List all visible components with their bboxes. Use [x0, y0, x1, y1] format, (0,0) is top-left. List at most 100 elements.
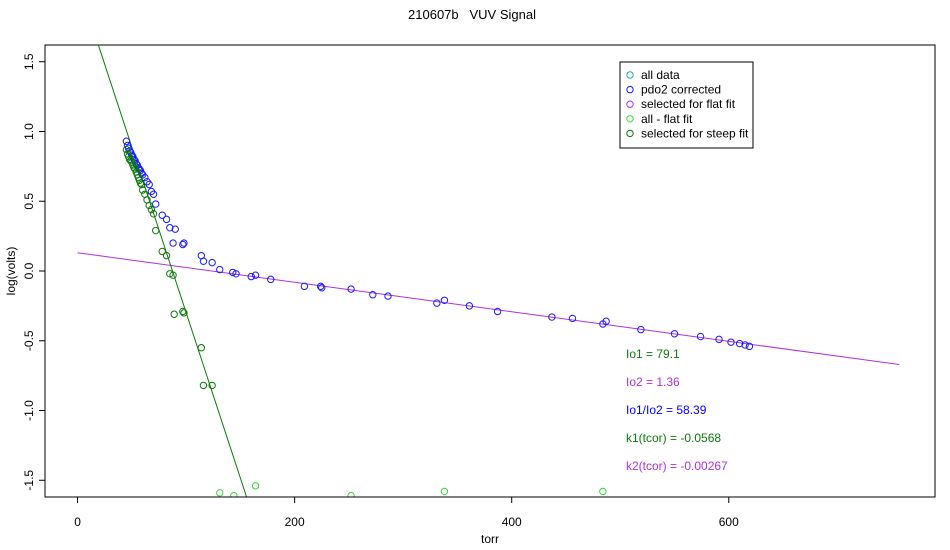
legend-label: selected for flat fit: [641, 97, 736, 111]
residual-point: [599, 487, 607, 496]
pdo2-point: [128, 151, 136, 159]
annotation-k1: k1(tcor) = -0.0568: [626, 431, 721, 445]
steep-fit-point: [127, 157, 135, 165]
flat-fit-point: [715, 335, 723, 344]
steep-fit-point: [162, 251, 171, 260]
y-axis-label: log(volts): [4, 247, 18, 296]
pdo2-point: [179, 240, 187, 249]
steep-fit-point: [122, 145, 131, 154]
fit-line-steep: [97, 45, 248, 497]
flat-fit-point: [433, 299, 441, 307]
x-tick-label: 0: [74, 515, 81, 529]
pdo2-point: [149, 190, 158, 198]
flat-fit-point: [602, 317, 610, 325]
fit-line-flat: [77, 252, 900, 365]
flat-fit-point: [735, 339, 744, 348]
residual-point: [230, 491, 238, 497]
plot-frame: [44, 44, 936, 498]
steep-fit-point: [170, 310, 178, 318]
pdo2-point: [180, 239, 188, 247]
x-tick-label: 200: [285, 515, 305, 529]
flat-fit-point: [465, 302, 474, 310]
flat-fit-point: [247, 272, 255, 281]
flat-fit-point: [745, 342, 754, 351]
flat-fit-point: [229, 268, 237, 277]
steep-fit-point: [145, 201, 153, 210]
x-tick-label: 400: [502, 515, 522, 529]
y-tick-label: -0.5: [22, 330, 36, 351]
flat-fit-point: [440, 296, 449, 304]
flat-fit-point: [670, 330, 679, 338]
steep-fit-point: [152, 226, 160, 235]
steep-fit-point: [138, 186, 147, 194]
legend-marker: [626, 71, 634, 79]
legend-marker: [626, 85, 634, 94]
legend-label: all data: [641, 68, 680, 82]
flat-fit-point: [318, 284, 326, 292]
steep-fit-point: [136, 179, 145, 187]
flat-fit-point: [696, 332, 705, 341]
flat-fit-point: [232, 270, 240, 278]
y-tick-label: 1.0: [22, 123, 36, 140]
pdo2-point: [162, 215, 171, 224]
residual-point: [251, 482, 260, 490]
flat-fit-point: [300, 282, 309, 291]
steep-fit-point: [169, 271, 177, 279]
pdo2-point: [208, 258, 216, 267]
flat-fit-point: [369, 291, 377, 299]
residual-point: [440, 487, 449, 496]
annotation-io2: Io2 = 1.36: [626, 375, 680, 389]
steep-fit-point: [149, 210, 158, 218]
fit-annotations: Io1 = 79.1 Io2 = 1.36 Io1/Io2 = 58.39 k1(tc…: [626, 347, 728, 473]
pdo2-point: [152, 200, 160, 208]
steep-fit-point: [130, 164, 138, 172]
annotation-ratio: Io1/Io2 = 58.39: [626, 403, 707, 417]
plot-area: [77, 45, 900, 497]
legend-marker: [626, 129, 634, 138]
steep-fit-point: [137, 180, 146, 189]
pdo2-point: [145, 180, 153, 189]
flat-fit-point: [548, 313, 556, 321]
steep-fit-point: [147, 205, 156, 214]
flat-fit-point: [384, 292, 392, 300]
pdo2-point: [199, 257, 208, 265]
pdo2-point: [158, 211, 166, 219]
pdo2-point: [171, 225, 179, 233]
steep-fit-point: [166, 270, 174, 278]
annotation-io1: Io1 = 79.1: [626, 347, 680, 361]
legend-label: pdo2 corrected: [641, 83, 721, 97]
flat-fit-point: [316, 282, 325, 291]
steep-fit-point: [158, 247, 166, 256]
x-axis-label: torr: [481, 532, 499, 546]
annotation-k2: k2(tcor) = -0.00267: [626, 459, 728, 473]
steep-fit-point: [208, 381, 216, 390]
flat-fit-point: [216, 265, 224, 274]
y-tick-label: -1.5: [22, 470, 36, 491]
flat-fit-point: [251, 271, 260, 279]
legend-marker: [626, 115, 634, 123]
steep-fit-point: [199, 381, 208, 390]
flat-fit-point: [741, 341, 749, 349]
steep-fit-point: [197, 344, 205, 352]
x-tick-label: 600: [719, 515, 739, 529]
flat-fit-point: [637, 325, 645, 334]
steep-fit-point: [179, 307, 187, 316]
legend-label: selected for steep fit: [641, 126, 749, 140]
y-tick-label: 0.0: [22, 262, 36, 279]
y-tick-label: -1.0: [22, 400, 36, 421]
residual-point: [216, 489, 224, 497]
flat-fit-point: [493, 307, 502, 316]
legend-label: all - flat fit: [641, 112, 693, 126]
chart-title: 210607b VUV Signal: [408, 7, 536, 22]
axes: 0 200 400 600 -1.5 -1.0 -0.5 0.0 0.5 1.0 1.5: [22, 53, 739, 529]
flat-fit-point: [347, 285, 355, 293]
pdo2-point: [122, 137, 131, 145]
flat-fit-point: [568, 314, 577, 323]
pdo2-point: [169, 239, 177, 247]
steep-fit-point: [180, 309, 188, 317]
legend-marker: [626, 100, 634, 108]
residual-point: [347, 491, 355, 497]
pdo2-point: [166, 224, 174, 232]
